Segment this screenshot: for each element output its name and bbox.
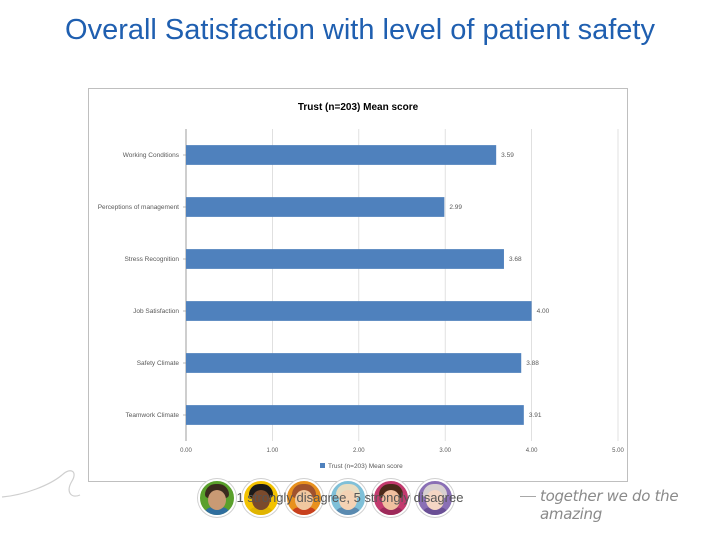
avatar-body [290,507,318,515]
bar [186,145,497,165]
x-tick-label: 3.00 [439,448,451,454]
avatar-face [251,490,270,510]
data-label: 3.91 [529,412,542,419]
bar [186,197,445,217]
avatar-body [203,507,231,515]
x-tick-label: 5.00 [612,448,624,454]
slide-title: Overall Satisfaction with level of patie… [65,14,655,46]
data-label: 2.99 [449,204,462,211]
category-label: Stress Recognition [124,256,179,263]
labels: 0.00 1.00 2.00 3.00 4.00 5.00 Working Conditio… [98,152,625,454]
x-tick-label: 0.00 [180,448,192,454]
data-label: 4.00 [537,308,550,315]
avatar-1 [198,479,236,517]
category-label: Job Satisfaction [133,308,179,315]
avatar-body [420,507,449,515]
x-tick-label: 1.00 [267,448,279,454]
x-tick-label: 2.00 [353,448,365,454]
legend-swatch [320,463,325,468]
avatar-face [338,490,357,510]
legend-label: Trust (n=203) Mean score [328,463,403,470]
category-label: Working Conditions [123,152,180,159]
avatar-6 [415,479,454,517]
gridlines [183,129,619,441]
bar [186,405,524,425]
avatar-2 [241,479,280,517]
avatar-3 [285,479,323,517]
bar [186,249,504,269]
data-label: 3.68 [509,256,522,263]
bar [186,353,522,373]
scale-footnote: 1 strongly disagree, 5 strongly disagree [236,490,464,505]
avatar-face [208,490,226,510]
decorative-doodle [1,470,81,498]
bar-chart: Trust (n=203) Mean score 0.00 1.00 2.00 3.0… [98,102,625,470]
category-label: Safety Climate [137,360,180,367]
data-label: 3.59 [501,152,514,159]
tagline: together we do the amazing [540,487,679,523]
avatar-body [377,507,405,515]
data-label: 3.88 [526,360,539,367]
avatar-face [382,490,400,510]
tagline-dash [520,496,536,497]
category-label: Teamwork Climate [126,412,180,419]
avatar-body [246,507,275,515]
bar [186,301,532,321]
legend: Trust (n=203) Mean score [320,463,403,470]
chart-title: Trust (n=203) Mean score [298,102,419,113]
x-tick-label: 4.00 [526,448,538,454]
avatar-5 [372,479,410,517]
chart-area: Trust (n=203) Mean score 0.00 1.00 2.00 3.0… [88,88,628,482]
category-label: Perceptions of management [98,204,179,211]
avatar-face [295,490,313,510]
avatar-body [333,507,362,515]
avatar-4 [328,479,367,517]
avatar-face [425,490,444,510]
bars [186,145,532,425]
